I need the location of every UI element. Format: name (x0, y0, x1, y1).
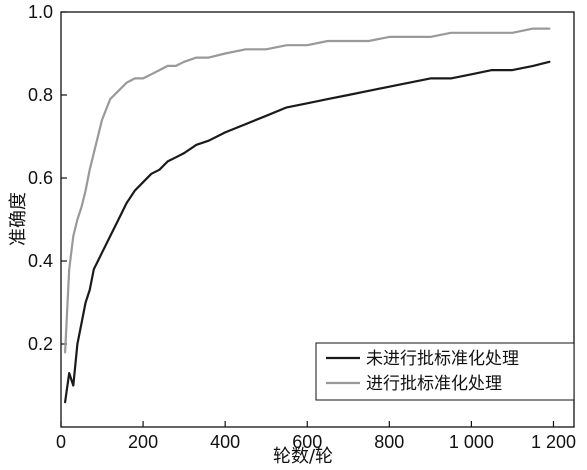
y-tick-label: 0.6 (28, 168, 53, 188)
x-tick-label: 1 200 (531, 432, 576, 452)
y-tick-label: 0.2 (28, 334, 53, 354)
y-axis-label: 准确度 (8, 192, 29, 246)
y-tick-label: 0.8 (28, 85, 53, 105)
legend: 未进行批标准化处理 进行批标准化处理 (315, 342, 575, 401)
x-tick-label: 0 (56, 432, 66, 452)
x-axis-label: 轮数/轮 (273, 446, 333, 467)
x-tick-label: 200 (128, 432, 158, 452)
y-tick-label: 1.0 (28, 2, 53, 22)
y-axis-ticks: 0.2 0.4 0.6 0.8 1.0 (28, 2, 67, 354)
x-tick-label: 600 (292, 432, 322, 452)
series-line-1 (63, 60, 551, 404)
legend-label-series-1: 未进行批标准化处理 (366, 349, 519, 369)
series-line-2 (63, 27, 551, 354)
x-axis-ticks: 0 200 400 600 800 1 000 1 200 (56, 421, 576, 452)
series-layer (63, 27, 551, 404)
x-tick-label: 1 000 (449, 432, 494, 452)
plot-frame (60, 11, 575, 428)
x-tick-label: 800 (374, 432, 404, 452)
legend-label-series-2: 进行批标准化处理 (366, 374, 502, 394)
y-tick-label: 0.4 (28, 251, 53, 271)
x-tick-label: 400 (210, 432, 240, 452)
legend-box (315, 342, 575, 401)
